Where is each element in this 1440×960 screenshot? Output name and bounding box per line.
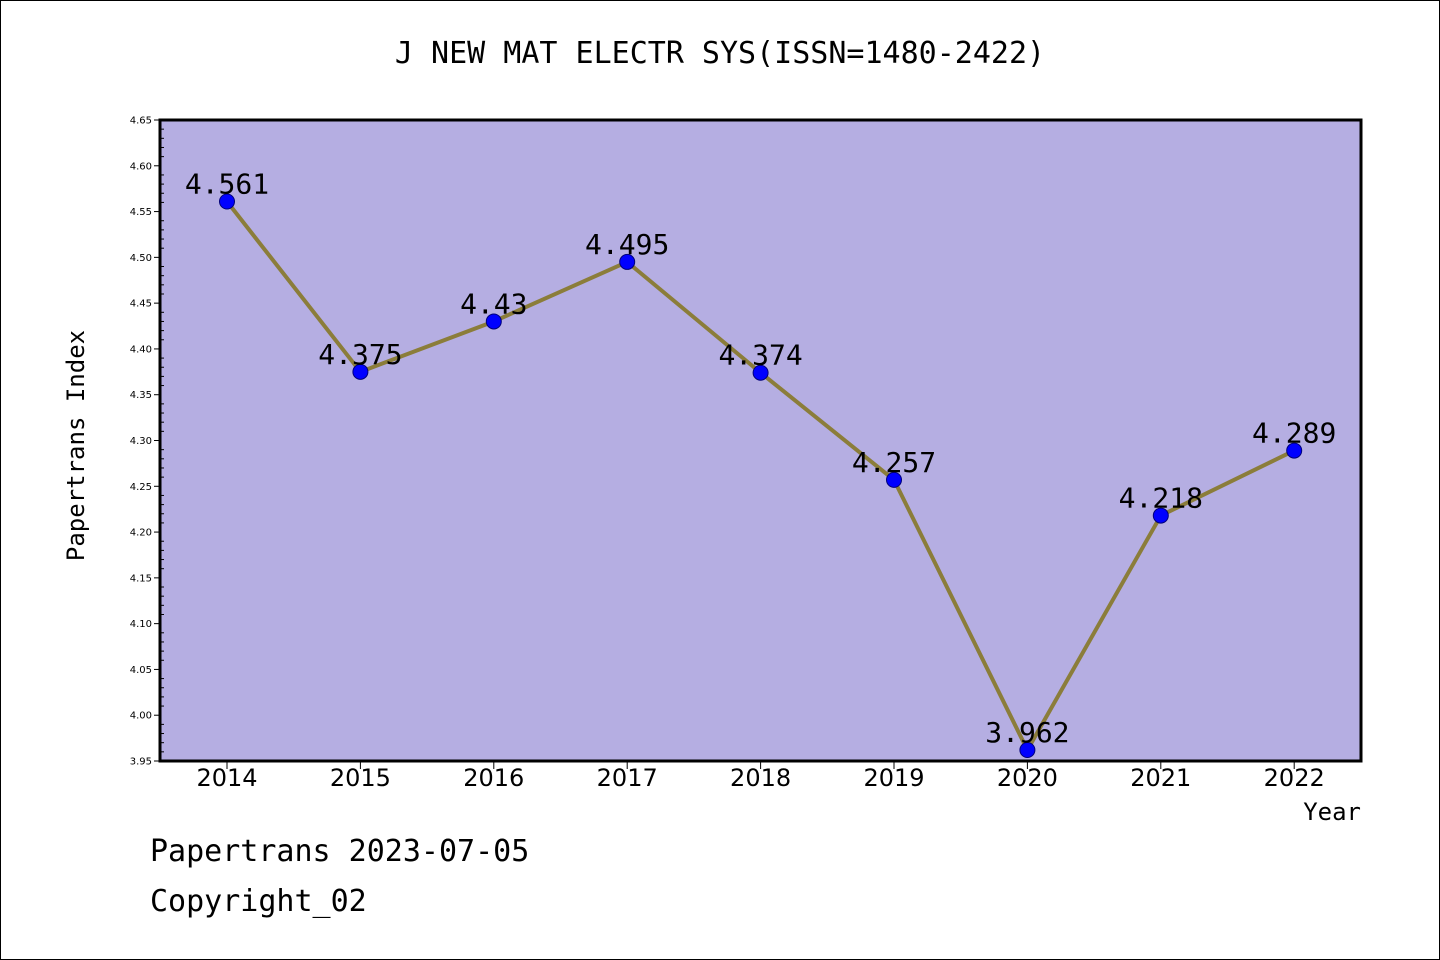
plot-border <box>158 118 1363 763</box>
x-tick-label: 2021 <box>1130 764 1191 792</box>
footer-date: Papertrans 2023-07-05 <box>150 834 530 869</box>
x-tick-label: 2017 <box>597 764 658 792</box>
data-point <box>219 193 235 210</box>
data-point <box>886 471 902 488</box>
y-tick-label: 4.15 <box>130 573 152 584</box>
x-tick-label: 2019 <box>863 764 924 792</box>
x-tick-label: 2020 <box>997 764 1058 792</box>
data-label: 4.495 <box>585 228 669 261</box>
data-label: 4.43 <box>460 287 527 320</box>
data-point <box>485 313 502 330</box>
x-tick-label: 2015 <box>330 764 391 792</box>
y-tick-label: 4.05 <box>130 665 152 676</box>
chart-title: J NEW MAT ELECTR SYS(ISSN=1480-2422) <box>394 36 1046 71</box>
data-point <box>1286 442 1303 459</box>
y-tick-label: 4.00 <box>130 711 152 722</box>
data-label: 4.289 <box>1252 417 1336 450</box>
data-point <box>619 253 636 270</box>
x-tick-label: 2018 <box>730 764 791 792</box>
data-label: 3.962 <box>985 716 1069 749</box>
y-tick-label: 4.45 <box>130 299 152 310</box>
footer-copyright: Copyright_02 <box>150 884 367 919</box>
x-tick-label: 2014 <box>196 764 257 792</box>
x-tick-label: 2022 <box>1264 764 1325 792</box>
data-point <box>352 363 369 380</box>
plot-area <box>160 120 1361 761</box>
data-label: 4.218 <box>1119 482 1203 515</box>
y-tick-label: 4.35 <box>130 390 152 401</box>
y-tick-label: 3.95 <box>130 757 152 768</box>
y-tick-label: 4.55 <box>130 207 152 218</box>
y-tick-label: 4.50 <box>130 253 152 264</box>
y-tick-label: 4.25 <box>130 482 152 493</box>
y-axis-label: Papertrans Index <box>62 330 90 561</box>
y-tick-label: 4.65 <box>130 116 152 127</box>
y-tick-label: 4.10 <box>130 619 152 630</box>
x-tick-label: 2016 <box>463 764 524 792</box>
data-label: 4.257 <box>852 446 936 479</box>
y-tick-label: 4.60 <box>130 161 152 172</box>
y-tick-label: 4.30 <box>130 436 152 447</box>
y-tick-label: 4.40 <box>130 344 152 355</box>
data-label: 4.374 <box>718 339 802 372</box>
data-point <box>752 364 769 381</box>
y-tick-label: 4.20 <box>130 528 152 539</box>
x-axis-label: Year <box>1303 798 1361 826</box>
data-label: 4.375 <box>318 338 402 371</box>
data-point <box>1019 742 1036 759</box>
data-label: 4.561 <box>185 167 269 200</box>
data-point <box>1152 507 1169 524</box>
